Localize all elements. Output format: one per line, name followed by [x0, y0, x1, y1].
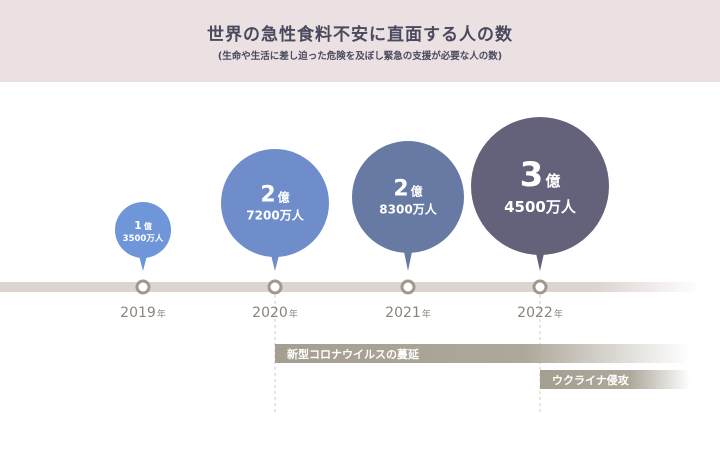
- value-oku: 2: [393, 176, 409, 202]
- data-bubble: [471, 117, 609, 255]
- chart-subtitle: (生命や生活に差し迫った危険を及ぼし緊急の支援が必要な人の数): [217, 51, 503, 62]
- timeline-bar: [0, 282, 700, 292]
- bubble-value-label: 2 億 7200万人: [246, 182, 303, 223]
- year-marker: [400, 279, 416, 295]
- value-oku: 3: [519, 154, 544, 195]
- value-man: 4500万人: [504, 197, 576, 216]
- value-man: 7200万人: [246, 208, 304, 223]
- value-man: 8300万人: [379, 202, 437, 217]
- event-bar: [275, 344, 690, 363]
- year-marker: [135, 279, 151, 295]
- chart-title: 世界の急性食料不安に直面する人の数: [207, 25, 513, 45]
- year-marker: [267, 279, 283, 295]
- value-oku-unit: 億: [143, 221, 152, 231]
- value-oku-unit: 億: [410, 184, 423, 199]
- year-label: 2021年: [385, 305, 431, 321]
- data-bubble: [221, 149, 329, 257]
- value-oku-unit: 億: [545, 171, 561, 190]
- header-band: [0, 0, 720, 82]
- data-bubble: [352, 141, 464, 253]
- value-man: 3500万人: [122, 234, 164, 245]
- year-label: 2022年: [517, 305, 563, 321]
- event-label: 新型コロナウイルスの蔓延: [287, 348, 419, 361]
- bubble-value-label: 1 億 3500万人: [123, 215, 164, 245]
- value-oku-unit: 億: [277, 190, 290, 205]
- event-bar: [540, 370, 690, 389]
- bubble-value-label: 2 億 8300万人: [379, 176, 436, 217]
- data-bubble: [115, 202, 171, 258]
- value-oku: 2: [260, 182, 276, 208]
- year-marker: [532, 279, 548, 295]
- year-label: 2020年: [252, 305, 298, 321]
- year-label: 2019年: [120, 305, 166, 321]
- event-label: ウクライナ侵攻: [552, 374, 629, 387]
- bubble-value-label: 3 億 4500万人: [504, 154, 576, 216]
- bubble-pointer: [403, 247, 413, 271]
- value-oku: 1: [134, 218, 142, 232]
